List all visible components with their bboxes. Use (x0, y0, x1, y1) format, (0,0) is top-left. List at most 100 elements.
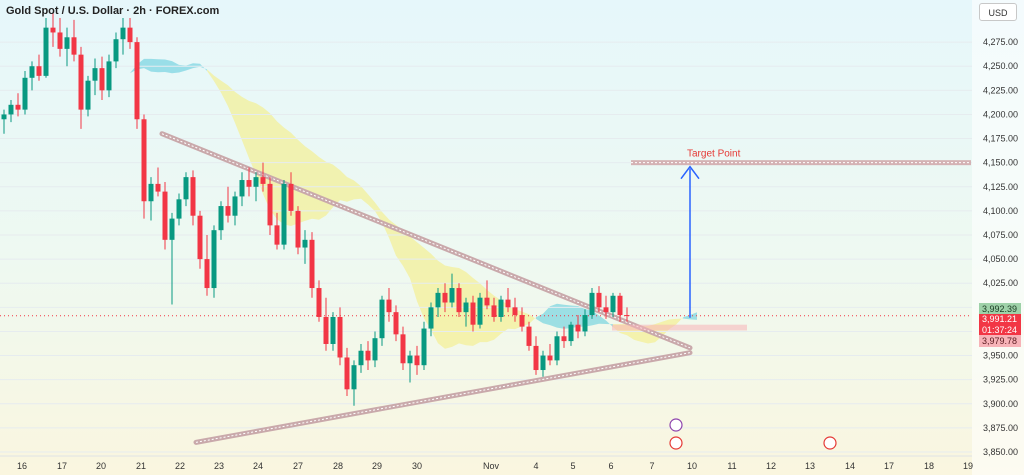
candle[interactable] (568, 321, 574, 346)
candle[interactable] (540, 350, 546, 377)
currency-button[interactable]: USD (979, 3, 1017, 21)
candle[interactable] (15, 93, 21, 117)
candle[interactable] (148, 177, 154, 221)
candle[interactable] (610, 292, 616, 317)
candle[interactable] (470, 295, 476, 332)
candle[interactable] (596, 286, 602, 313)
candle[interactable] (323, 297, 329, 351)
candle[interactable] (456, 283, 462, 317)
candle[interactable] (519, 307, 525, 332)
candle[interactable] (183, 172, 189, 207)
candle[interactable] (260, 162, 266, 192)
candle[interactable] (330, 312, 336, 351)
candle[interactable] (288, 172, 294, 216)
candle[interactable] (8, 99, 14, 123)
candle[interactable] (603, 295, 609, 319)
candle[interactable] (617, 292, 623, 322)
candle[interactable] (484, 280, 490, 310)
candle[interactable] (211, 225, 217, 298)
candle[interactable] (197, 210, 203, 269)
candle[interactable] (435, 288, 441, 317)
candle[interactable] (582, 309, 588, 337)
candle[interactable] (386, 288, 392, 322)
candle[interactable] (141, 114, 147, 219)
candle[interactable] (85, 75, 91, 117)
candle[interactable] (29, 61, 35, 91)
candle[interactable] (225, 186, 231, 223)
candle[interactable] (274, 212, 280, 250)
candle[interactable] (295, 206, 301, 255)
candle[interactable] (120, 18, 126, 55)
candle[interactable] (421, 321, 427, 371)
candle[interactable] (477, 292, 483, 329)
candle[interactable] (505, 288, 511, 313)
candle[interactable] (239, 172, 245, 207)
trendlines[interactable] (159, 131, 693, 445)
candle[interactable] (309, 232, 315, 298)
candle[interactable] (498, 295, 504, 322)
candle[interactable] (253, 172, 259, 202)
us-flag-icon[interactable] (823, 436, 837, 450)
candle[interactable] (561, 326, 567, 348)
us-flag-icon[interactable] (669, 436, 683, 450)
candle[interactable] (218, 201, 224, 240)
candle[interactable] (351, 360, 357, 406)
candle[interactable] (442, 283, 448, 313)
candle[interactable] (106, 54, 112, 98)
candle[interactable] (526, 321, 532, 351)
candle[interactable] (491, 297, 497, 322)
candle[interactable] (358, 343, 364, 373)
candle[interactable] (57, 18, 63, 57)
target-annotation[interactable]: Target Point (612, 149, 971, 331)
candle[interactable] (127, 18, 133, 49)
candle[interactable] (533, 336, 539, 375)
candle[interactable] (589, 288, 595, 319)
event-markers[interactable] (669, 418, 837, 450)
candle[interactable] (407, 350, 413, 383)
price-axis[interactable]: 3,850.00 3,875.00 3,900.00 3,925.00 3,950.00… (972, 0, 1024, 475)
candles[interactable] (1, 13, 630, 406)
candle[interactable] (365, 341, 371, 371)
candle[interactable] (344, 347, 350, 397)
candle[interactable] (36, 54, 42, 81)
candle[interactable] (22, 71, 28, 115)
candle[interactable] (176, 193, 182, 226)
candle[interactable] (134, 37, 140, 129)
candle[interactable] (463, 297, 469, 327)
candle[interactable] (155, 167, 161, 197)
candle[interactable] (414, 345, 420, 375)
candle[interactable] (50, 13, 56, 47)
candle[interactable] (246, 167, 252, 197)
candle[interactable] (302, 230, 308, 264)
candle[interactable] (281, 180, 287, 250)
candle[interactable] (92, 58, 98, 96)
candle[interactable] (71, 19, 77, 62)
candle[interactable] (554, 331, 560, 366)
candle[interactable] (204, 235, 210, 296)
candle[interactable] (449, 273, 455, 308)
candle[interactable] (78, 46, 84, 129)
candle[interactable] (162, 181, 168, 250)
candle[interactable] (99, 56, 105, 100)
candle[interactable] (1, 109, 7, 134)
candle[interactable] (43, 18, 49, 78)
time-axis[interactable]: 16 17 20 21 22 23 24 27 28 29 30 Nov 4 5 6 7 10 11 12 13 14 1… (0, 455, 973, 471)
candle[interactable] (316, 280, 322, 322)
candle[interactable] (379, 295, 385, 346)
candle[interactable] (372, 331, 378, 368)
candle[interactable] (190, 170, 196, 226)
candle[interactable] (169, 212, 175, 305)
lightning-icon[interactable] (669, 418, 683, 432)
candle[interactable] (624, 307, 630, 322)
candle[interactable] (64, 27, 70, 67)
candle[interactable] (428, 302, 434, 337)
candle[interactable] (232, 191, 238, 226)
candle[interactable] (337, 307, 343, 366)
candle[interactable] (113, 32, 119, 69)
candle[interactable] (575, 315, 581, 339)
candle[interactable] (400, 326, 406, 371)
candle[interactable] (393, 305, 399, 342)
candle[interactable] (547, 343, 553, 366)
